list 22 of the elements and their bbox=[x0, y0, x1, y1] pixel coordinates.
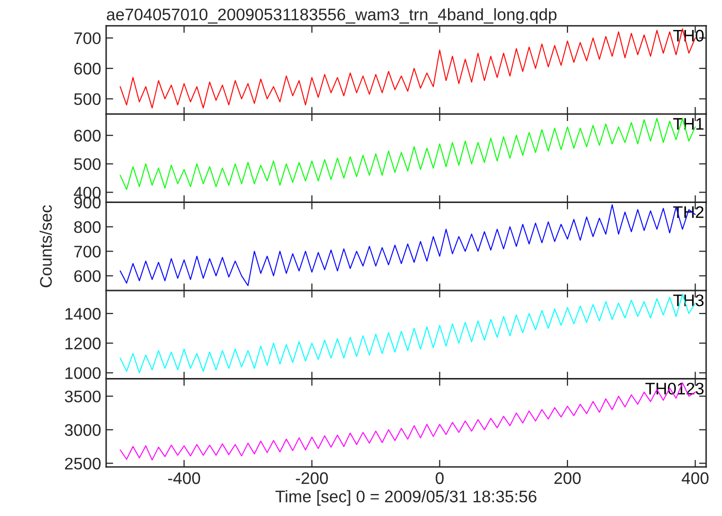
y-axis-title: Counts/sec bbox=[40, 205, 52, 288]
y-tick-label: 700 bbox=[74, 32, 101, 44]
y-tick-label: 500 bbox=[74, 158, 101, 170]
chart-title: ae704057010_20090531183556_wam3_trn_4band_long.qdp bbox=[106, 8, 556, 24]
x-tick-label: 200 bbox=[554, 472, 581, 484]
x-tick-label: 0 bbox=[436, 472, 444, 484]
y-tick-label: 800 bbox=[74, 221, 101, 233]
x-tick-label: -400 bbox=[168, 472, 200, 484]
y-tick-label: 600 bbox=[74, 130, 101, 142]
y-tick-label: 700 bbox=[74, 246, 101, 258]
y-tick-label: 2500 bbox=[65, 458, 101, 470]
x-tick-label: 400 bbox=[682, 472, 709, 484]
y-tick-label: 3500 bbox=[64, 390, 101, 402]
y-tick-label: 1200 bbox=[65, 338, 101, 350]
y-tick-label: 1000 bbox=[65, 367, 101, 380]
y-tick-label: 1400 bbox=[65, 308, 101, 320]
x-tick-label: -200 bbox=[296, 472, 328, 484]
y-tick-label: 600 bbox=[74, 62, 101, 75]
y-tick-label: 3000 bbox=[64, 424, 101, 436]
x-axis-title: Time [sec] 0 = 2009/05/31 18:35:56 bbox=[275, 490, 536, 506]
y-tick-label: 500 bbox=[74, 93, 101, 106]
y-tick-label: 600 bbox=[74, 270, 101, 282]
